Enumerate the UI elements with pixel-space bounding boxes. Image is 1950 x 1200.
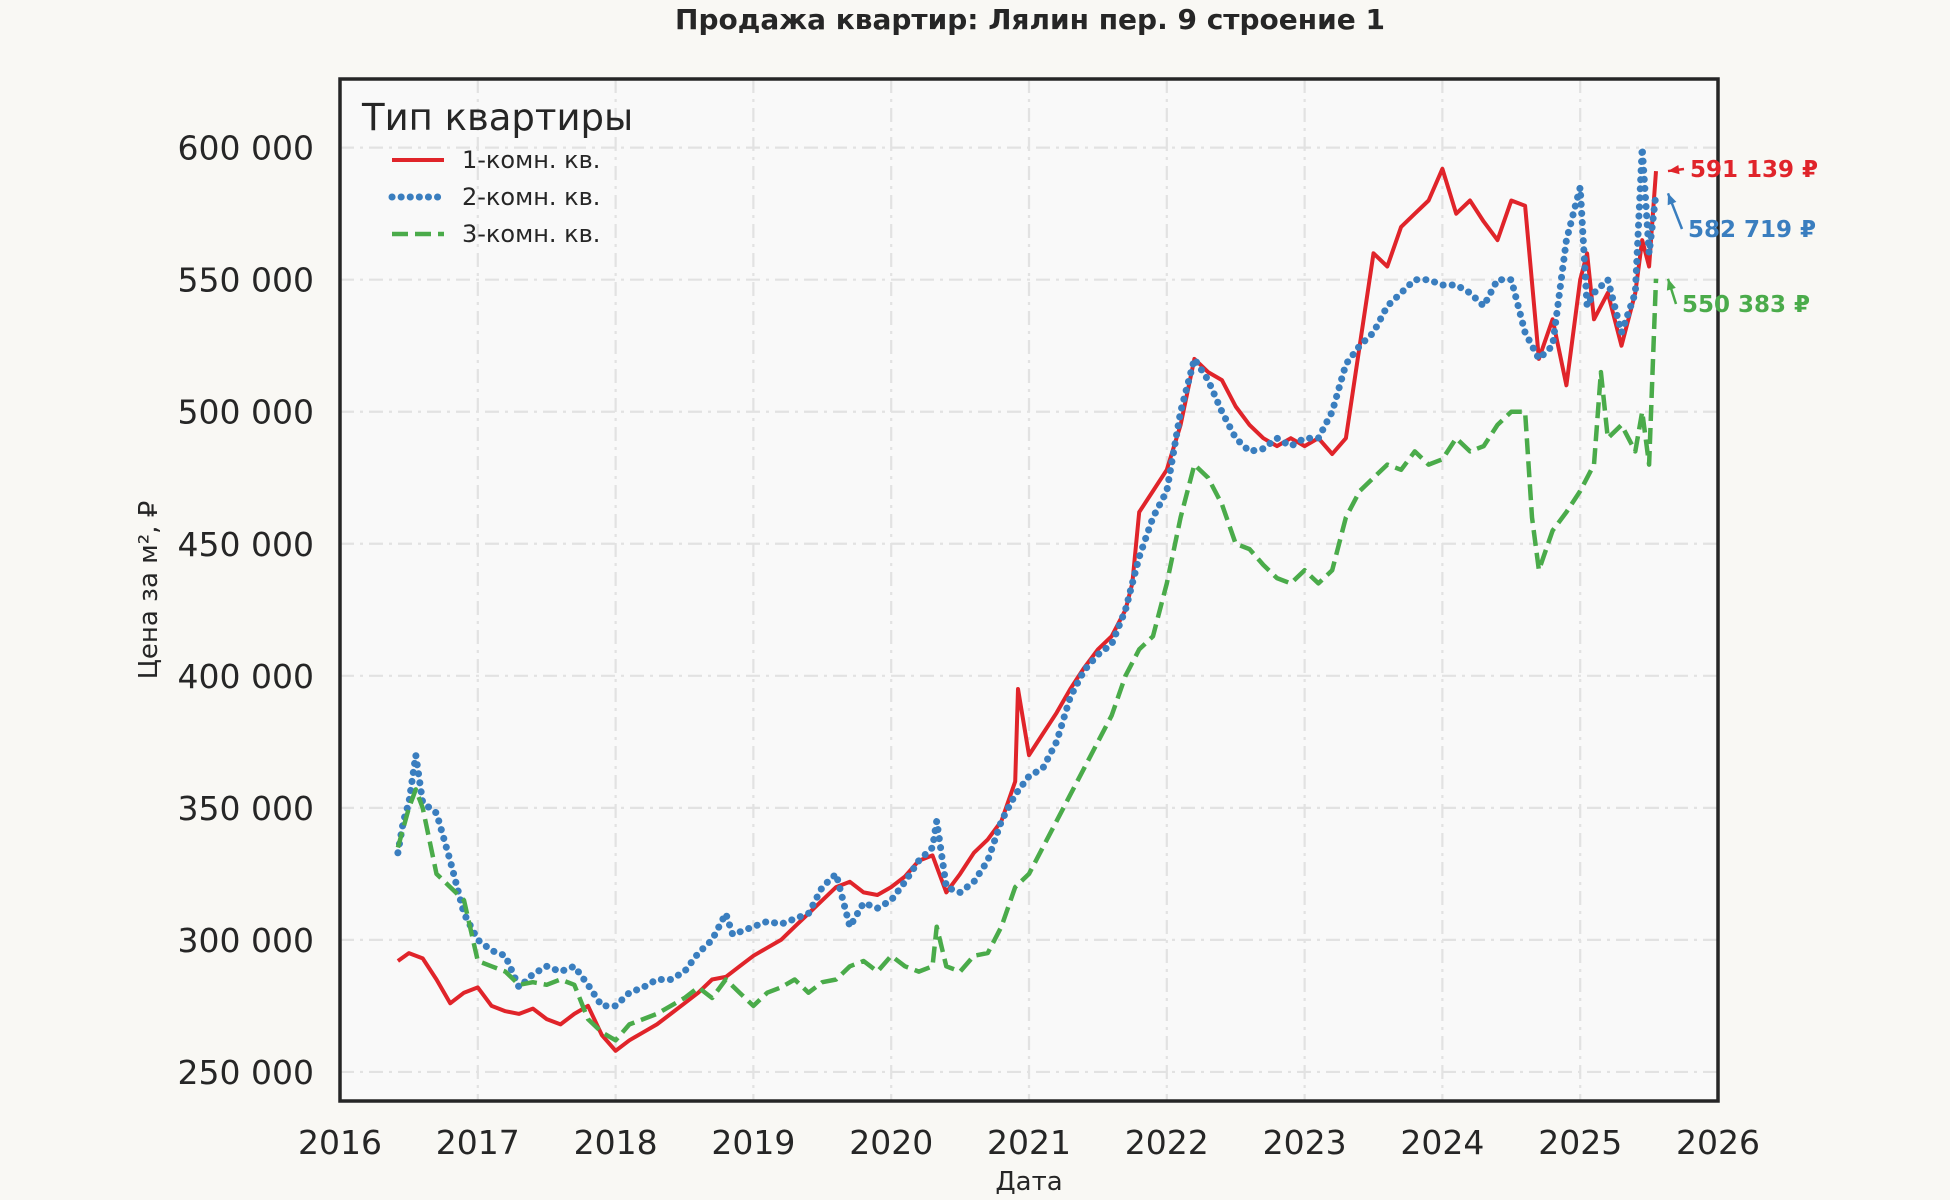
series-line-1: [396, 166, 1658, 1053]
y-tick-labels: 250 000 300 000 350 000 400 000 450 000 500 0…: [178, 129, 314, 1092]
grid: [340, 79, 1718, 1101]
y-tick-label: 500 000: [178, 393, 314, 432]
x-tick-label: 2021: [987, 1123, 1071, 1162]
x-tick-label: 2020: [849, 1123, 933, 1162]
chart-title: Продажа квартир: Лялин пер. 9 строение 1: [675, 3, 1385, 36]
legend: Тип квартиры 1-комн. кв. 2-комн. кв. 3-ком…: [361, 96, 633, 248]
x-tick-label: 2024: [1400, 1123, 1484, 1162]
end-label-arrowhead-1: [1667, 165, 1680, 175]
end-label-3: 550 383 ₽: [1682, 292, 1810, 318]
x-tick-label: 2023: [1263, 1123, 1347, 1162]
x-tick-labels: 2016 2017 2018 2019 2020 2021 2022 2023 2024 2025…: [298, 1123, 1760, 1162]
plot-frame: [338, 77, 1720, 1103]
x-tick-label: 2025: [1538, 1123, 1622, 1162]
y-axis-title: Цена за м², ₽: [134, 501, 164, 680]
x-tick-label: 2022: [1125, 1123, 1209, 1162]
y-tick-label: 400 000: [178, 657, 314, 696]
series-line-2: [394, 144, 1660, 1010]
y-tick-label: 350 000: [178, 789, 314, 828]
legend-label-1: 1-комн. кв.: [462, 146, 600, 174]
x-tick-label: 2017: [436, 1123, 520, 1162]
end-label-2: 582 719 ₽: [1688, 217, 1816, 243]
legend-label-3: 3-комн. кв.: [462, 220, 600, 248]
series-layer: [394, 144, 1660, 1053]
end-label-arrowhead-2: [1667, 193, 1677, 206]
y-tick-label: 550 000: [178, 261, 314, 300]
end-labels: 591 139 ₽ 582 719 ₽ 550 383 ₽: [1666, 157, 1818, 318]
x-tick-label: 2019: [711, 1123, 795, 1162]
y-tick-label: 300 000: [178, 921, 314, 960]
x-tick-label: 2016: [298, 1123, 382, 1162]
legend-title: Тип квартиры: [361, 96, 633, 139]
y-tick-label: 450 000: [178, 525, 314, 564]
x-tick-label: 2018: [574, 1123, 658, 1162]
y-tick-label: 250 000: [178, 1053, 314, 1092]
legend-label-2: 2-комн. кв.: [462, 183, 600, 211]
x-tick-label: 2026: [1676, 1123, 1760, 1162]
y-tick-label: 600 000: [178, 129, 314, 168]
end-label-arrowhead-3: [1666, 278, 1676, 291]
x-axis-title: Дата: [995, 1167, 1062, 1197]
series-line-3: [395, 278, 1659, 1043]
end-label-1: 591 139 ₽: [1690, 157, 1818, 183]
